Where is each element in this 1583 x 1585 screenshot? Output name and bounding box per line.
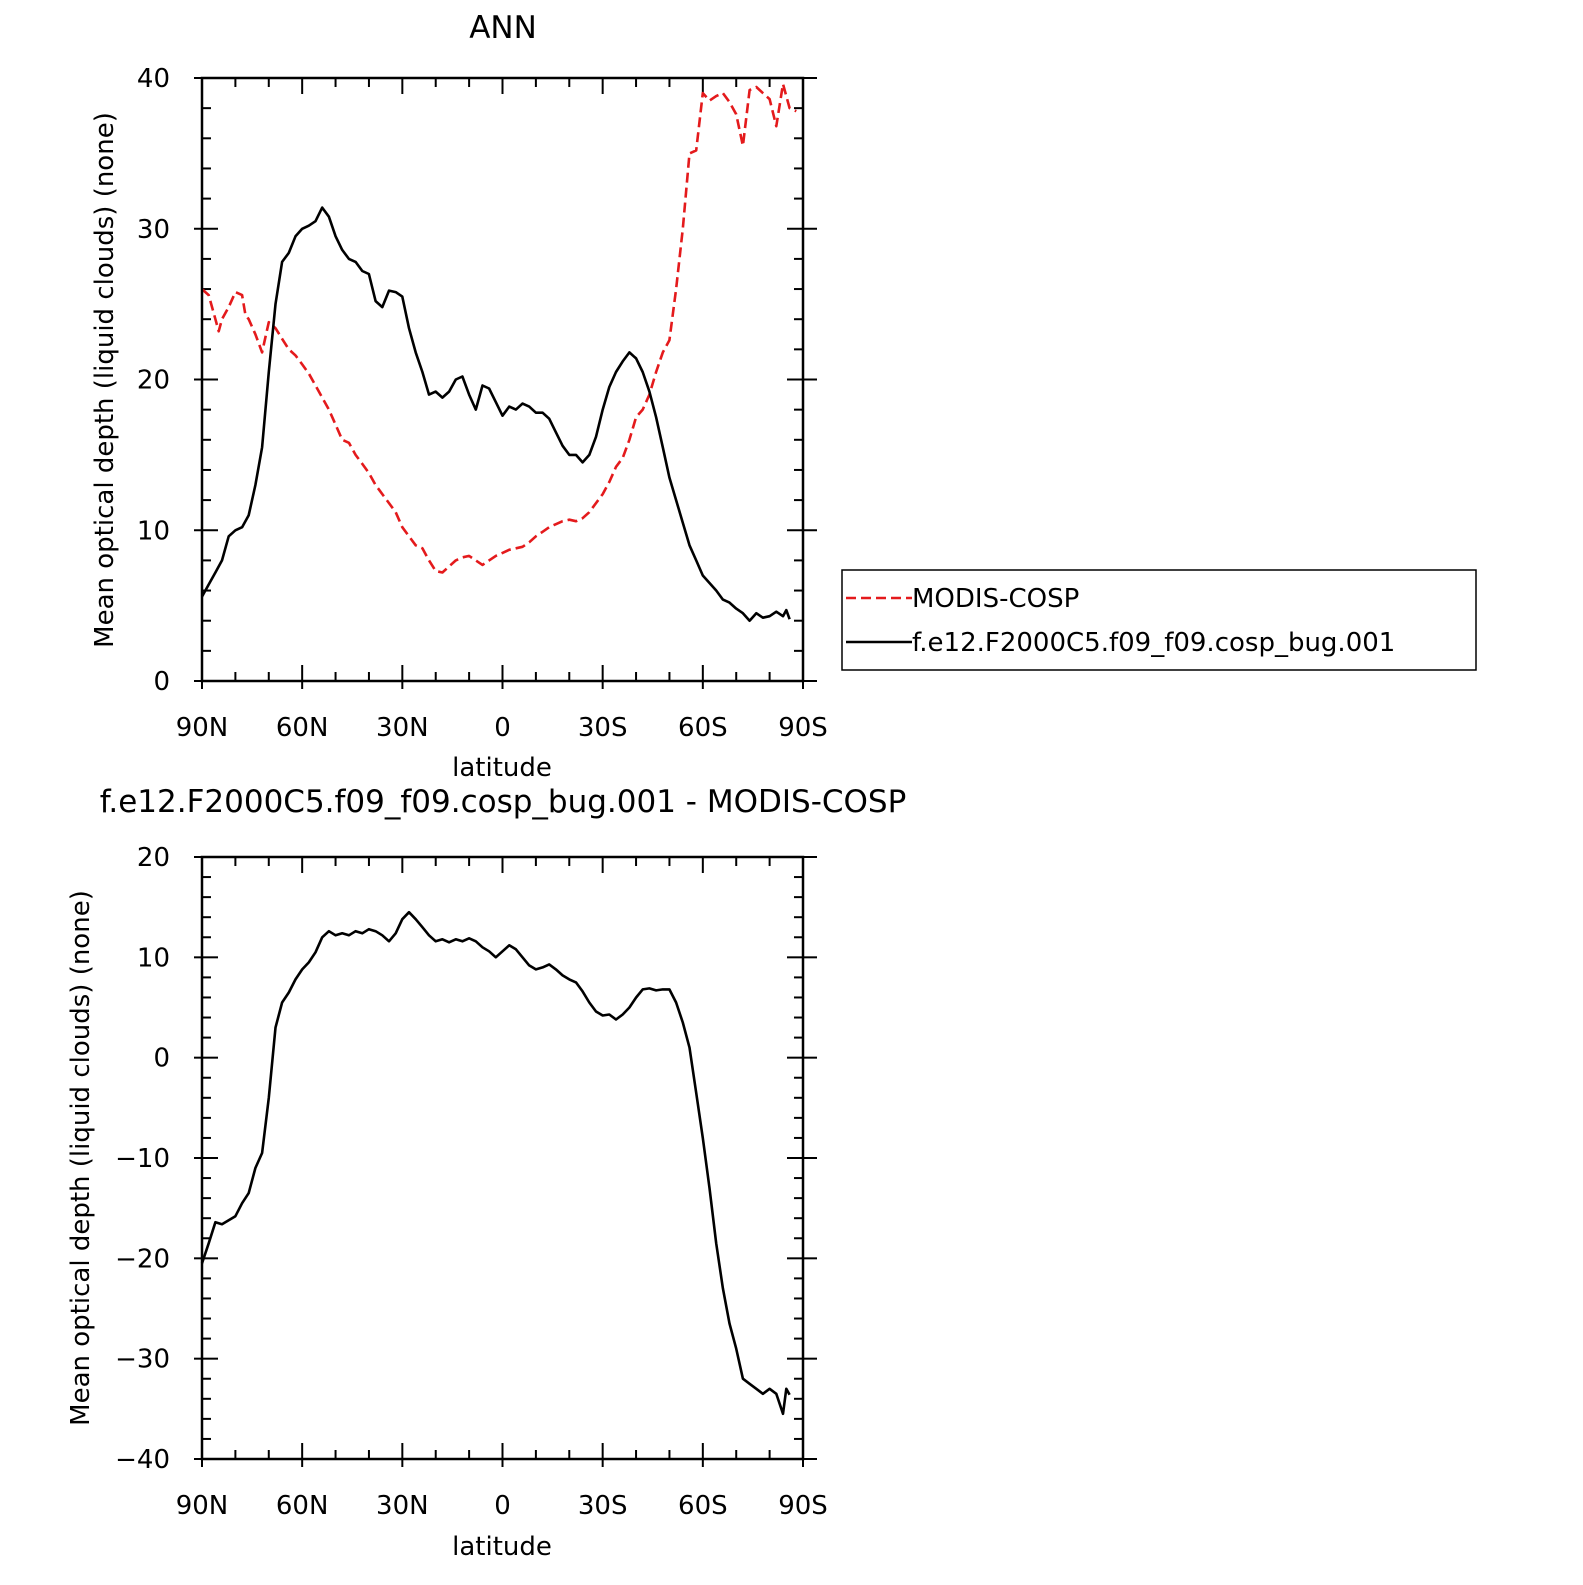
bottom-panel-y-tick-labels: −40 −30 −20 −10 0 10 20 [115,843,170,1475]
x-tick-label: 30S [578,713,628,743]
series-line-0-0 [201,82,797,574]
legend-label-modis: MODIS-COSP [912,584,1079,614]
y-tick-label: 10 [137,943,170,973]
bottom-panel-title: f.e12.F2000C5.f09_f09.cosp_bug.001 - MOD… [100,784,907,820]
top-panel-y-axis-title: Mean optical depth (liquid clouds) (none… [90,112,120,648]
y-tick-label: −30 [115,1345,170,1375]
x-tick-label: 60S [678,713,728,743]
x-tick-label: 60S [678,1491,728,1521]
y-tick-label: 20 [137,843,170,873]
legend-label-model: f.e12.F2000C5.f09_f09.cosp_bug.001 [912,628,1395,658]
legend: MODIS-COSP f.e12.F2000C5.f09_f09.cosp_bu… [841,569,1477,671]
y-tick-label: 0 [153,1044,170,1074]
top-panel-ticks [194,77,817,689]
x-tick-label: 90S [778,713,828,743]
x-tick-label: 90N [176,1491,229,1521]
y-tick-label: 40 [137,64,170,94]
series-line-0-1 [200,206,791,623]
bottom-panel-frame [200,855,805,1461]
top-panel: ANN 90N 60N 30N 0 30S 60S 90S 0 10 20 30 40 latitu… [90,10,1477,783]
x-tick-label: 0 [494,713,511,743]
top-panel-x-axis-title: latitude [452,753,552,783]
bottom-panel-x-axis-title: latitude [452,1532,552,1562]
x-tick-label: 0 [494,1491,511,1521]
x-tick-label: 30S [578,1491,628,1521]
bottom-panel: f.e12.F2000C5.f09_f09.cosp_bug.001 - MOD… [66,784,906,1562]
y-tick-label: 20 [137,366,170,396]
y-tick-label: 10 [137,516,170,546]
top-panel-frame [200,76,805,683]
x-tick-label: 30N [376,713,429,743]
top-panel-series [200,82,797,623]
x-tick-label: 60N [276,713,329,743]
y-tick-label: −10 [115,1144,170,1174]
top-panel-title: ANN [469,10,537,46]
y-tick-label: −40 [115,1445,170,1475]
x-tick-label: 60N [276,1491,329,1521]
bottom-panel-x-tick-labels: 90N 60N 30N 0 30S 60S 90S [176,1491,828,1521]
bottom-panel-y-axis-title: Mean optical depth (liquid clouds) (none… [66,890,96,1426]
top-panel-y-tick-labels: 0 10 20 30 40 [137,64,170,697]
top-panel-x-tick-labels: 90N 60N 30N 0 30S 60S 90S [176,713,828,743]
series-line-1-0 [200,910,791,1416]
y-tick-label: 0 [153,667,170,697]
x-tick-label: 30N [376,1491,429,1521]
bottom-panel-series [200,910,791,1416]
y-tick-label: 30 [137,215,170,245]
x-tick-label: 90S [778,1491,828,1521]
legend-box [841,569,1477,671]
x-tick-label: 90N [176,713,229,743]
y-tick-label: −20 [115,1244,170,1274]
